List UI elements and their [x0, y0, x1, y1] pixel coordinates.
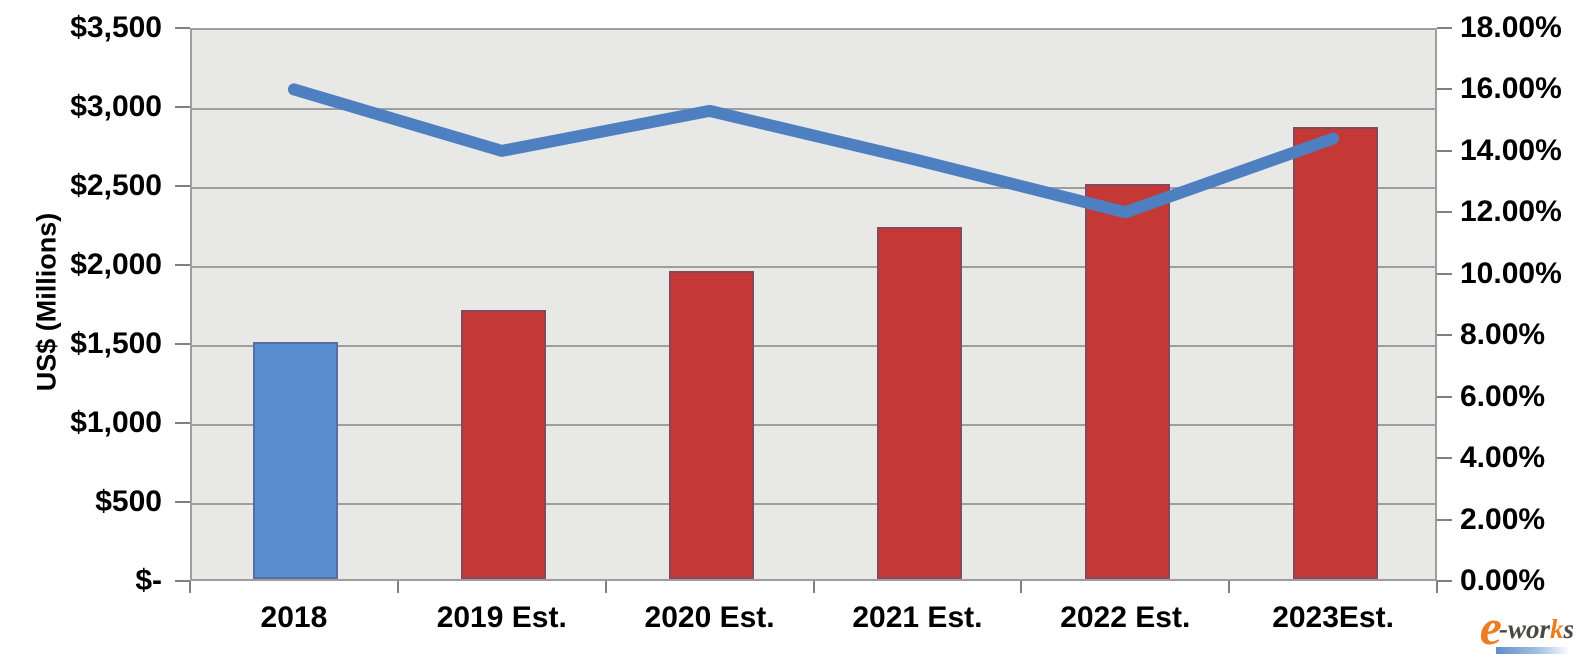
left-axis-tick-label: $500	[95, 485, 162, 518]
left-axis-tick-label: $-	[135, 564, 162, 597]
x-axis-tick	[1020, 581, 1023, 593]
left-axis-tick	[175, 343, 190, 345]
x-axis-category-label: 2019 Est.	[436, 601, 567, 634]
left-axis-tick	[175, 27, 190, 29]
right-axis-tick	[1437, 395, 1452, 398]
left-axis-tick-label: $3,500	[70, 11, 162, 44]
right-axis-tick-label: 10.00%	[1460, 256, 1562, 290]
right-axis-tick	[1437, 580, 1452, 582]
gridline	[192, 345, 1435, 347]
left-axis-tick	[175, 185, 190, 187]
right-axis-tick-label: 14.00%	[1460, 133, 1562, 167]
left-axis-tick	[175, 106, 190, 108]
right-axis-tick	[1437, 518, 1452, 521]
x-axis-category-label: 2021 Est.	[852, 601, 983, 634]
right-axis-tick-label: 18.00%	[1460, 11, 1562, 44]
x-axis-tick	[1228, 581, 1231, 593]
x-axis-tick	[604, 581, 607, 593]
gridline	[192, 108, 1435, 110]
plot-area	[190, 28, 1437, 581]
x-axis-tick	[189, 581, 191, 593]
bar-2019-est-	[461, 310, 547, 579]
bar-2021-est-	[876, 226, 962, 579]
gridline	[192, 187, 1435, 189]
x-axis-tick	[812, 581, 815, 593]
right-axis-tick	[1437, 457, 1452, 460]
eworks-logo-underline	[1496, 647, 1570, 654]
gridline	[192, 424, 1435, 426]
right-axis-tick-label: 12.00%	[1460, 195, 1562, 229]
bar-2018	[253, 342, 339, 579]
left-axis-tick-label: $1,500	[70, 327, 162, 360]
bar-2020-est-	[669, 270, 755, 579]
x-axis-tick	[1436, 581, 1438, 593]
right-axis-tick-label: 0.00%	[1460, 564, 1546, 597]
right-axis-tick	[1437, 149, 1452, 152]
right-axis-tick	[1437, 272, 1452, 275]
x-axis-category-label: 2018	[260, 601, 328, 634]
eworks-logo-text: -wor	[1498, 614, 1550, 644]
left-axis-tick	[175, 422, 190, 424]
left-axis-tick-label: $2,500	[70, 169, 162, 202]
right-axis-tick-label: 6.00%	[1460, 379, 1546, 413]
left-axis-tick	[175, 580, 190, 582]
x-axis-category-label: 2023Est.	[1272, 601, 1394, 634]
gridline	[192, 503, 1435, 505]
eworks-logo: e-works	[1480, 598, 1574, 656]
right-axis-tick-label: 16.00%	[1460, 72, 1562, 106]
right-axis-tick	[1437, 211, 1452, 214]
left-axis-tick	[175, 264, 190, 266]
gridline	[192, 266, 1435, 268]
bar-2022-est-	[1084, 184, 1170, 579]
eworks-logo-s: s	[1563, 614, 1574, 644]
x-axis-category-label: 2020 Est.	[644, 601, 775, 634]
x-axis-tick	[396, 581, 399, 593]
eworks-logo-k: k	[1549, 614, 1564, 644]
right-axis-tick-label: 8.00%	[1460, 318, 1546, 352]
right-axis-tick-label: 4.00%	[1460, 441, 1546, 475]
eworks-logo-e-glyph: e	[1479, 599, 1502, 655]
left-axis-title: US$ (Millions)	[31, 212, 62, 392]
left-axis-tick-label: $2,000	[70, 248, 162, 281]
left-axis-tick-label: $3,000	[70, 90, 162, 123]
right-axis-tick-label: 2.00%	[1460, 502, 1546, 536]
left-axis-tick-label: $1,000	[70, 406, 162, 439]
bar-2023est-	[1292, 127, 1378, 579]
left-axis-tick	[175, 501, 190, 503]
right-axis-tick	[1437, 334, 1452, 337]
x-axis-category-label: 2022 Est.	[1060, 601, 1191, 634]
right-axis-tick	[1437, 27, 1452, 29]
right-axis-tick	[1437, 88, 1452, 91]
